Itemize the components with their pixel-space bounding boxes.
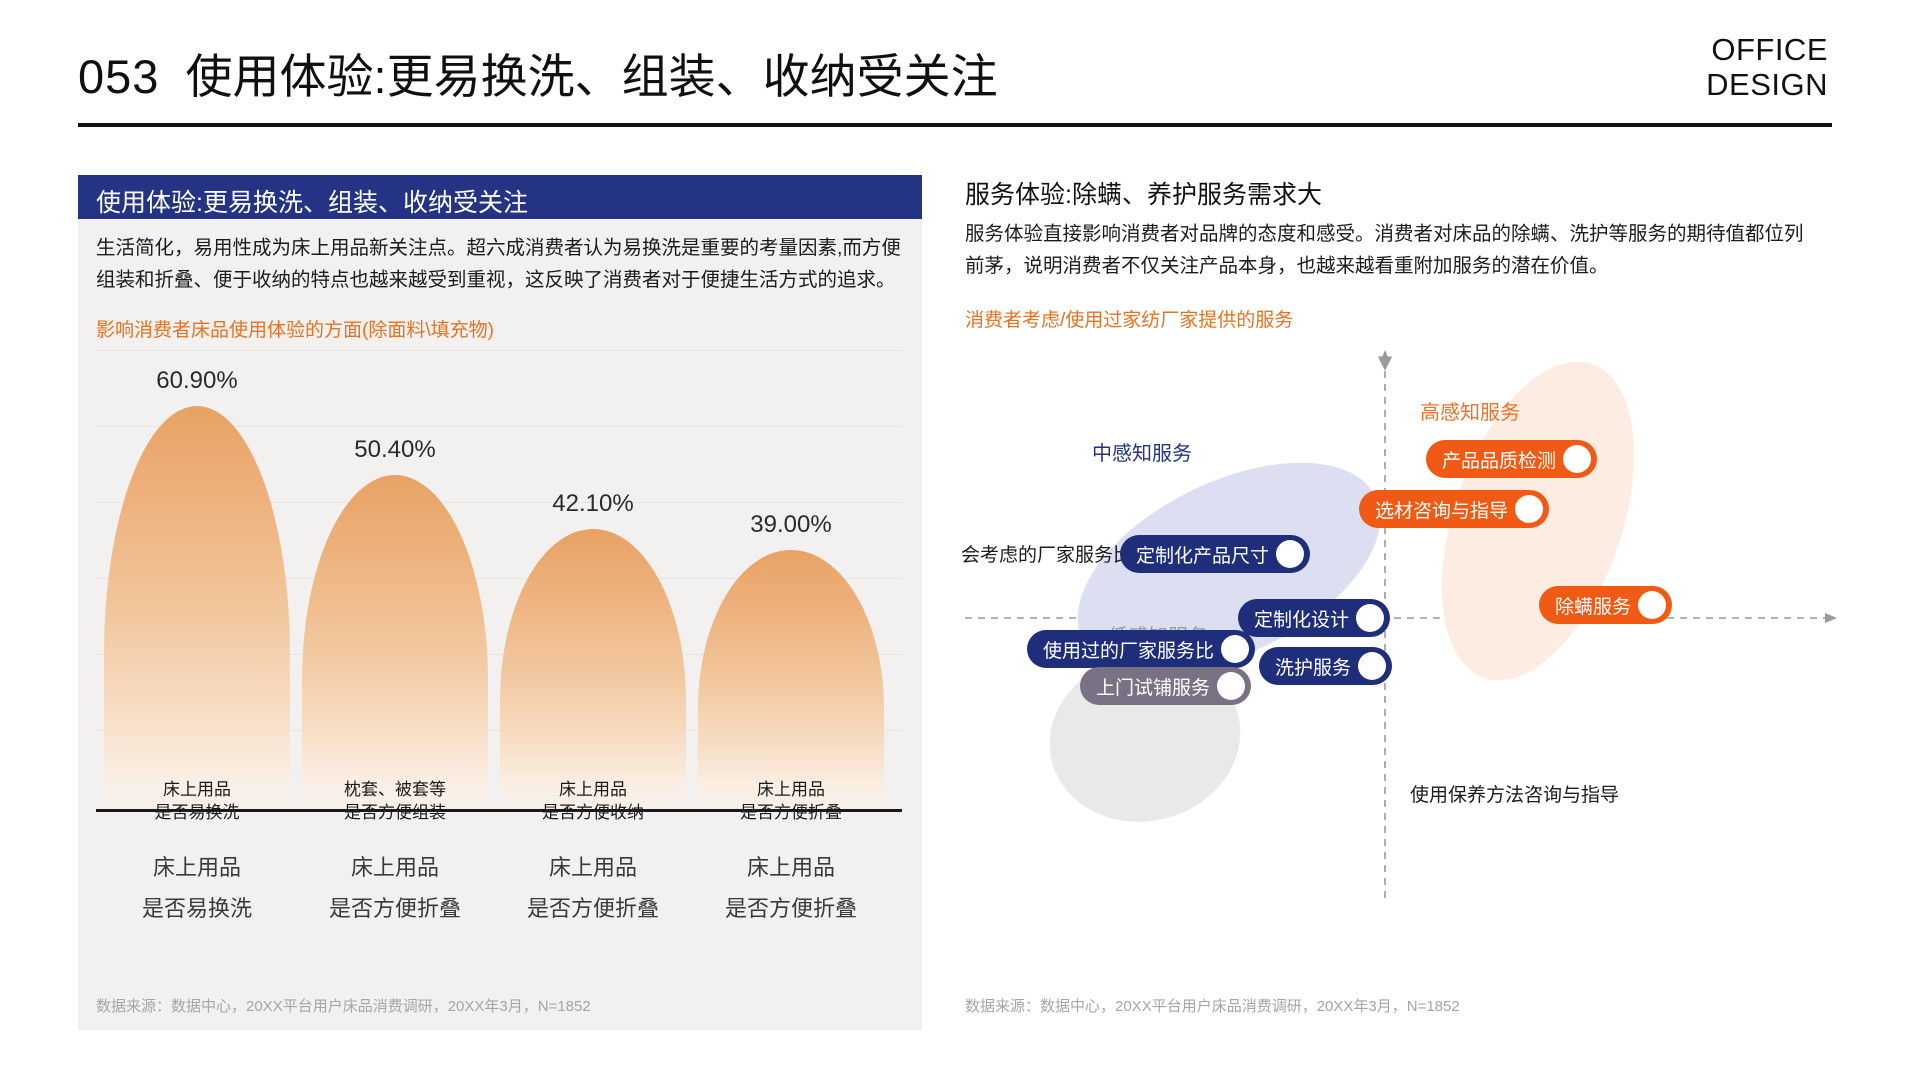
point-xuancaizixunyuzhidao[interactable]: 选材咨询与指导 [1359, 490, 1550, 528]
gridline [96, 426, 902, 427]
right-panel: 服务体验:除螨、养护服务需求大 服务体验直接影响消费者对品牌的态度和感受。消费者… [961, 175, 1845, 1030]
point-marker-icon [1515, 495, 1544, 523]
point-marker-icon [1221, 635, 1250, 663]
point-label: 产品品质检测 [1442, 450, 1557, 472]
zone-label-high: 高感知服务 [1420, 402, 1520, 424]
gridline [96, 654, 902, 655]
point-dingzhihuachanpinchicun[interactable]: 定制化产品尺寸 [1120, 535, 1311, 573]
point-label: 除螨服务 [1555, 596, 1632, 618]
bar-category-line-1: 床上用品 [559, 780, 627, 799]
bar-secondary-line-1: 床上用品 [350, 855, 439, 880]
right-panel-source: 数据来源：数据中心，20XX平台用户床品消费调研，20XX年3月，N=1852 [965, 998, 1460, 1015]
y-axis-label: 会考虑的厂家服务比重 [961, 545, 1152, 566]
point-marker-icon [1356, 604, 1385, 632]
bar-category-line-1: 枕套、被套等 [344, 780, 446, 799]
left-panel-banner-label: 使用体验:更易换洗、组装、收纳受关注 [96, 189, 528, 217]
bar-shape [500, 529, 686, 806]
bar-category-label-2: 枕套、被套等 是否方便组装 [290, 778, 500, 825]
left-panel-banner [78, 175, 922, 219]
bar-category-line-1: 床上用品 [757, 780, 825, 799]
point-marker-icon [1563, 445, 1592, 473]
bar-secondary-label-4: 床上用品是否方便折叠 [686, 848, 896, 929]
point-label: 上门试铺服务 [1096, 677, 1211, 699]
right-panel-description: 服务体验直接影响消费者对品牌的态度和感受。消费者对床品的除螨、洗护等服务的期待值… [965, 223, 1804, 277]
point-label: 使用过的厂家服务比 [1043, 640, 1215, 662]
left-panel: 使用体验:更易换洗、组装、收纳受关注 生活简化，易用性成为床上用品新关注点。超六… [78, 175, 922, 1030]
bar-category-line-2: 是否方便折叠 [740, 803, 842, 823]
point-marker-icon [1358, 652, 1387, 680]
point-marker-icon [1217, 672, 1246, 700]
bar-secondary-label-1: 床上用品 是否易换洗 [92, 848, 302, 929]
bar-secondary-line-2: 是否方便折叠 [526, 895, 659, 921]
point-marker-icon [1638, 591, 1667, 619]
bar-value-label: 39.00% [750, 511, 832, 538]
point-shiyongguodechangjiafuwubi[interactable]: 使用过的厂家服务比 [1027, 630, 1256, 668]
zone-label-mid: 中感知服务 [1092, 443, 1192, 465]
bar-secondary-line-1: 床上用品 [152, 855, 241, 880]
bar-chart: 60.90% 50.40% 42.10% 39.00% 床上用品 是否易换洗 枕套… [96, 350, 902, 960]
bar-secondary-label-2: 床上用品是否方便折叠 [290, 848, 500, 929]
header-divider [78, 123, 1832, 127]
bar-secondary-line-2: 是否方便折叠 [724, 895, 857, 921]
brand-line-2: DESIGN [1706, 66, 1828, 102]
point-label: 定制化设计 [1254, 609, 1350, 631]
gridline [96, 350, 902, 351]
bar-category-line-2: 是否方便组装 [344, 803, 446, 823]
bar-category-label-3: 床上用品是否方便收纳 [488, 778, 698, 825]
bar-chart-title: 影响消费者床品使用体验的方面(除面料\填充物) [96, 320, 494, 341]
x-axis-label: 使用保养方法咨询与指导 [1410, 785, 1620, 806]
bar-category-line-1: 床上用品 [163, 780, 231, 799]
bar-shape [302, 475, 488, 806]
point-label: 洗护服务 [1275, 657, 1352, 679]
left-panel-description: 生活简化，易用性成为床上用品新关注点。超六成消费者认为易换洗是重要的考量因素,而… [96, 237, 901, 291]
scatter-chart-title: 消费者考虑/使用过家纺厂家提供的服务 [965, 310, 1294, 331]
bar-secondary-label-3: 床上用品是否方便折叠 [488, 848, 698, 929]
bar-value-label: 60.90% [156, 367, 238, 394]
brand-line-1: OFFICE [1711, 32, 1828, 67]
bar-category-line-2: 是否方便收纳 [542, 803, 644, 823]
page-title: 053 使用体验:更易换洗、组装、收纳受关注 [78, 38, 998, 107]
bar-secondary-line-2: 是否方便折叠 [328, 895, 461, 921]
bar-category-line-2: 是否易换洗 [154, 803, 240, 823]
gridline [96, 730, 902, 731]
bar-category-label-4: 床上用品是否方便折叠 [686, 778, 896, 825]
point-dingzhihuasheji[interactable]: 定制化设计 [1238, 599, 1391, 637]
quadrant-chart: 高感知服务 中感知服务 低感知服务 会考虑的厂家服务比重 使用保养方法咨询与指导… [961, 340, 1845, 970]
chart-axis-line [96, 808, 902, 812]
point-chanpinpinzhijiance[interactable]: 产品品质检测 [1426, 440, 1598, 478]
bar-value-label: 42.10% [552, 490, 634, 517]
point-chumanfuwu[interactable]: 除螨服务 [1539, 586, 1673, 624]
point-shangmenshipufuwu[interactable]: 上门试铺服务 [1080, 667, 1252, 705]
gridline [96, 578, 902, 579]
bar-secondary-line-1: 床上用品 [548, 855, 637, 880]
bar-secondary-line-1: 床上用品 [746, 855, 835, 880]
point-label: 选材咨询与指导 [1375, 500, 1509, 522]
page-title-text: 使用体验:更易换洗、组装、收纳受关注 [185, 50, 998, 103]
right-panel-title: 服务体验:除螨、养护服务需求大 [965, 181, 1322, 209]
point-xihufuwu[interactable]: 洗护服务 [1259, 647, 1393, 685]
point-marker-icon [1276, 540, 1305, 568]
bar-shape [104, 406, 290, 806]
left-panel-source: 数据来源：数据中心，20XX平台用户床品消费调研，20XX年3月，N=1852 [96, 998, 591, 1015]
bar-value-label: 50.40% [354, 436, 436, 463]
bar-shape [698, 550, 884, 806]
bar-category-label-1: 床上用品 是否易换洗 [92, 778, 302, 825]
brand-logo: OFFICE DESIGN [1706, 32, 1828, 102]
point-label: 定制化产品尺寸 [1136, 545, 1270, 567]
gridline [96, 502, 902, 503]
bar-secondary-line-2: 是否易换洗 [141, 895, 252, 921]
page-number: 053 [78, 50, 160, 103]
